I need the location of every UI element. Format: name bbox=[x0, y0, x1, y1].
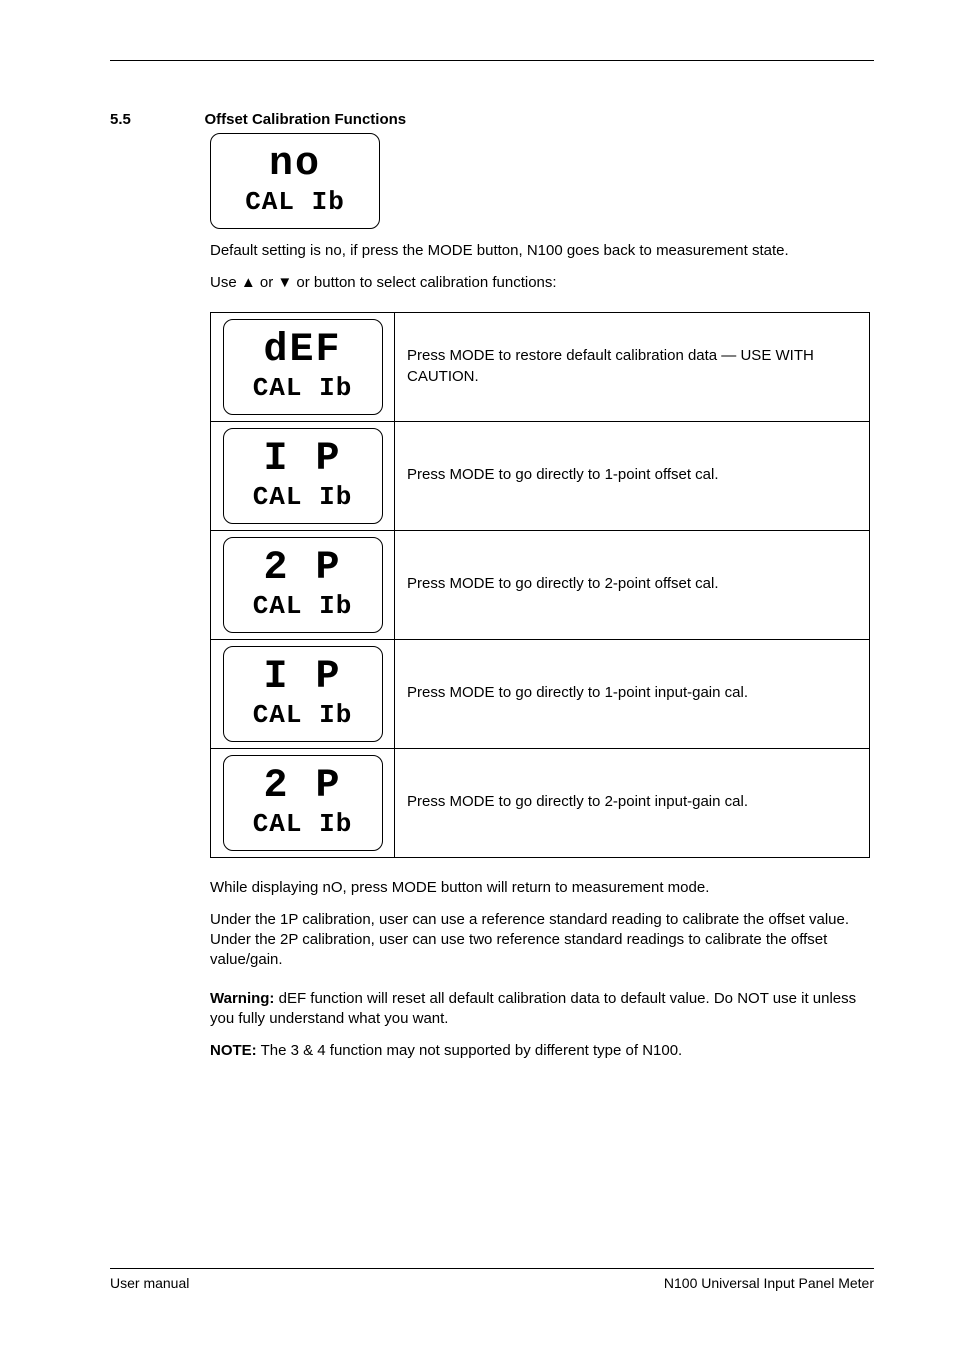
table-cell-lcd: I P CAL Ib bbox=[211, 421, 395, 530]
table-row: I P CAL Ib Press MODE to go directly to 1-… bbox=[211, 639, 870, 748]
p2-prefix: Use bbox=[210, 274, 241, 291]
note-text: The 3 & 4 function may not supported by … bbox=[257, 1042, 683, 1059]
table-cell-desc: Press MODE to restore default calibratio… bbox=[395, 312, 870, 421]
lcd-top-line: I P bbox=[263, 658, 341, 698]
table-row: I P CAL Ib Press MODE to go directly to 1-… bbox=[211, 421, 870, 530]
warning-label: Warning: bbox=[210, 990, 274, 1007]
section-title: Offset Calibration Functions bbox=[204, 111, 406, 128]
footer-left: User manual bbox=[110, 1275, 189, 1291]
table-row: dEF CAL Ib Press MODE to restore default c… bbox=[211, 312, 870, 421]
table-cell-lcd: I P CAL Ib bbox=[211, 639, 395, 748]
table-cell-desc: Press MODE to go directly to 1-point off… bbox=[395, 421, 870, 530]
warning-block: Warning: dEF function will reset all def… bbox=[210, 989, 874, 1030]
lcd-bottom-line: CAL Ib bbox=[253, 484, 353, 510]
lcd-display: I P CAL Ib bbox=[223, 646, 383, 742]
lcd-top-line: 2 P bbox=[263, 549, 341, 589]
lcd-display: 2 P CAL Ib bbox=[223, 537, 383, 633]
after-paragraph-2: Under the 1P calibration, user can use a… bbox=[210, 910, 874, 971]
arrow-down-icon: ▼ bbox=[277, 274, 292, 291]
lcd-top-line: no bbox=[269, 145, 321, 185]
table-row: 2 P CAL Ib Press MODE to go directly to 2-… bbox=[211, 530, 870, 639]
lcd-top-line: I P bbox=[263, 440, 341, 480]
p2-suffix: or button to select calibration function… bbox=[292, 274, 556, 291]
section-header: 5.5 Offset Calibration Functions bbox=[110, 111, 874, 129]
lcd-display: I P CAL Ib bbox=[223, 428, 383, 524]
lcd-bottom-line: CAL Ib bbox=[253, 811, 353, 837]
paragraph-1: Default setting is no, if press the MODE… bbox=[210, 241, 874, 261]
footer-row: User manual N100 Universal Input Panel M… bbox=[110, 1275, 874, 1291]
lcd-display-intro: no CAL Ib bbox=[210, 133, 380, 229]
lcd-bottom-line: CAL Ib bbox=[245, 189, 345, 215]
intro-block: no CAL Ib Default setting is no, if pres… bbox=[210, 133, 874, 294]
table-cell-lcd: 2 P CAL Ib bbox=[211, 748, 395, 857]
paragraph-2: Use ▲ or ▼ or button to select calibrati… bbox=[210, 273, 874, 293]
lcd-bottom-line: CAL Ib bbox=[253, 593, 353, 619]
table-row: 2 P CAL Ib Press MODE to go directly to 2-… bbox=[211, 748, 870, 857]
table-cell-desc: Press MODE to go directly to 1-point inp… bbox=[395, 639, 870, 748]
after-paragraph-1: While displaying nO, press MODE button w… bbox=[210, 878, 874, 898]
p2-or: or bbox=[256, 274, 278, 291]
calibration-table: dEF CAL Ib Press MODE to restore default c… bbox=[210, 312, 870, 858]
footer-rule bbox=[110, 1268, 874, 1269]
header-rule bbox=[110, 60, 874, 61]
lcd-top-line: 2 P bbox=[263, 767, 341, 807]
lcd-bottom-line: CAL Ib bbox=[253, 375, 353, 401]
lcd-display: dEF CAL Ib bbox=[223, 319, 383, 415]
page-footer: User manual N100 Universal Input Panel M… bbox=[110, 1268, 874, 1291]
lcd-display: 2 P CAL Ib bbox=[223, 755, 383, 851]
after-table-text: While displaying nO, press MODE button w… bbox=[210, 878, 874, 1062]
note-label: NOTE: bbox=[210, 1042, 257, 1059]
table-cell-desc: Press MODE to go directly to 2-point inp… bbox=[395, 748, 870, 857]
section-number: 5.5 bbox=[110, 111, 200, 128]
arrow-up-icon: ▲ bbox=[241, 274, 256, 291]
note-block: NOTE: The 3 & 4 function may not support… bbox=[210, 1041, 874, 1061]
table-cell-lcd: 2 P CAL Ib bbox=[211, 530, 395, 639]
lcd-bottom-line: CAL Ib bbox=[253, 702, 353, 728]
page: 5.5 Offset Calibration Functions no CAL … bbox=[0, 0, 954, 1119]
footer-right: N100 Universal Input Panel Meter bbox=[664, 1275, 874, 1291]
warning-text: dEF function will reset all default cali… bbox=[210, 990, 856, 1027]
table-cell-lcd: dEF CAL Ib bbox=[211, 312, 395, 421]
lcd-top-line: dEF bbox=[263, 331, 341, 371]
table-cell-desc: Press MODE to go directly to 2-point off… bbox=[395, 530, 870, 639]
